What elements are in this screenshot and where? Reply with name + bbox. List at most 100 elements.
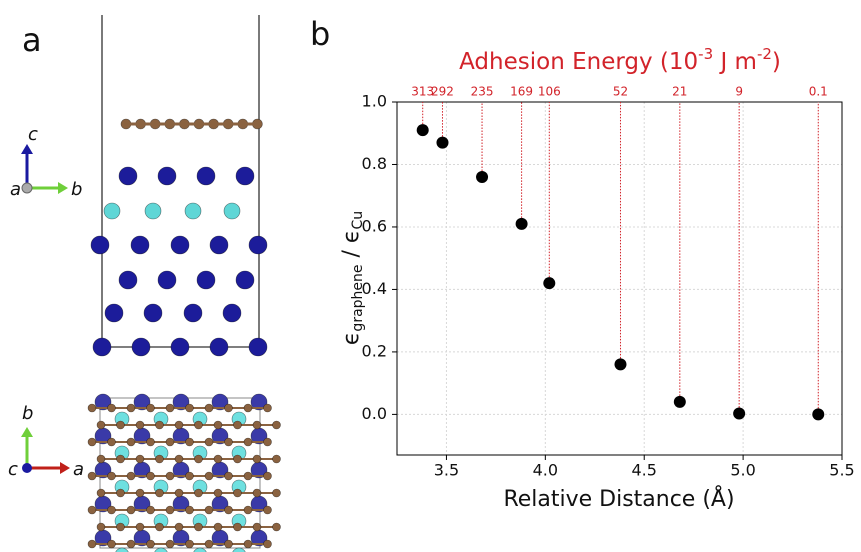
atom — [107, 539, 116, 549]
y-axis-label: ϵgraphene / ϵCu — [339, 211, 366, 345]
atom — [87, 403, 97, 413]
atom — [92, 337, 112, 357]
atom — [204, 539, 214, 549]
y-tick-label: 0.6 — [362, 216, 387, 235]
atom — [115, 547, 129, 552]
atom — [248, 337, 268, 357]
axis-letter: a — [10, 179, 21, 200]
data-point — [543, 277, 556, 290]
atom — [155, 488, 164, 498]
atom — [185, 471, 194, 481]
atom — [116, 454, 125, 464]
x-axis-label: Relative Distance (Å) — [503, 485, 734, 512]
data-point — [515, 217, 528, 230]
atom — [185, 403, 194, 413]
data-point — [812, 408, 825, 421]
panel-label: a — [22, 21, 42, 59]
atom — [174, 488, 184, 498]
atom — [174, 454, 184, 464]
axis-indicator: c a b b c a — [8, 124, 84, 480]
atom — [243, 403, 253, 413]
energy-label: 106 — [538, 85, 561, 99]
energy-label: 292 — [431, 85, 454, 99]
atom — [184, 202, 202, 220]
atom — [174, 420, 184, 430]
atom — [143, 303, 163, 323]
atom — [224, 403, 233, 413]
atom — [243, 539, 253, 549]
atom — [131, 337, 151, 357]
atom — [94, 393, 112, 411]
atom — [252, 454, 262, 464]
y-tick-label: 0.4 — [362, 279, 387, 298]
atom — [194, 420, 203, 430]
atom — [263, 505, 272, 515]
atom — [196, 166, 216, 186]
atom — [233, 420, 242, 430]
y-tick-label: 0.2 — [362, 341, 387, 360]
atom — [118, 166, 138, 186]
atom — [224, 505, 233, 515]
atom — [248, 235, 268, 255]
atom — [194, 522, 203, 532]
atom — [107, 471, 116, 481]
atom — [194, 454, 203, 464]
atom — [224, 539, 233, 549]
atom — [155, 522, 164, 532]
atom — [157, 270, 177, 290]
atom — [233, 488, 242, 498]
chart-title: Adhesion Energy (10-3 J m-2) — [459, 45, 781, 75]
atom — [96, 454, 106, 464]
atom — [185, 437, 194, 447]
atom — [272, 454, 281, 464]
atom — [170, 337, 190, 357]
atom — [154, 547, 168, 552]
energy-label: 9 — [735, 85, 743, 99]
atom — [126, 403, 136, 413]
energy-label: 0.1 — [809, 85, 828, 99]
data-point — [733, 407, 746, 420]
atom — [126, 505, 136, 515]
atom — [252, 488, 262, 498]
atom — [209, 235, 229, 255]
atom — [87, 471, 97, 481]
energy-label: 235 — [471, 85, 494, 99]
x-tick-label: 4.5 — [631, 461, 656, 480]
atom — [172, 393, 190, 411]
atom — [272, 522, 281, 532]
atom — [146, 471, 155, 481]
atom — [250, 393, 268, 411]
atom — [204, 505, 214, 515]
atom — [157, 166, 177, 186]
x-tick-label: 5.0 — [730, 461, 755, 480]
atom — [116, 420, 125, 430]
atom — [233, 522, 242, 532]
atom — [272, 420, 281, 430]
atom — [96, 488, 106, 498]
atom — [135, 454, 145, 464]
atom — [87, 539, 97, 549]
atom — [194, 488, 203, 498]
atom — [165, 471, 175, 481]
atom — [243, 505, 253, 515]
atom — [116, 488, 125, 498]
atom — [107, 403, 116, 413]
atom — [235, 270, 255, 290]
y-tick-label: 0.0 — [362, 404, 387, 423]
panel-label: b — [310, 15, 330, 53]
y-tick-label: 1.0 — [362, 92, 387, 111]
x-tick-label: 3.5 — [434, 461, 459, 480]
atom — [213, 420, 223, 430]
atom — [185, 539, 194, 549]
atom — [263, 403, 272, 413]
energy-label: 313 — [411, 85, 434, 99]
atom — [126, 539, 136, 549]
atom — [165, 437, 175, 447]
atom — [224, 437, 233, 447]
atom — [90, 235, 110, 255]
atom — [135, 522, 145, 532]
atom — [223, 202, 241, 220]
atom — [185, 505, 194, 515]
atom — [222, 303, 242, 323]
